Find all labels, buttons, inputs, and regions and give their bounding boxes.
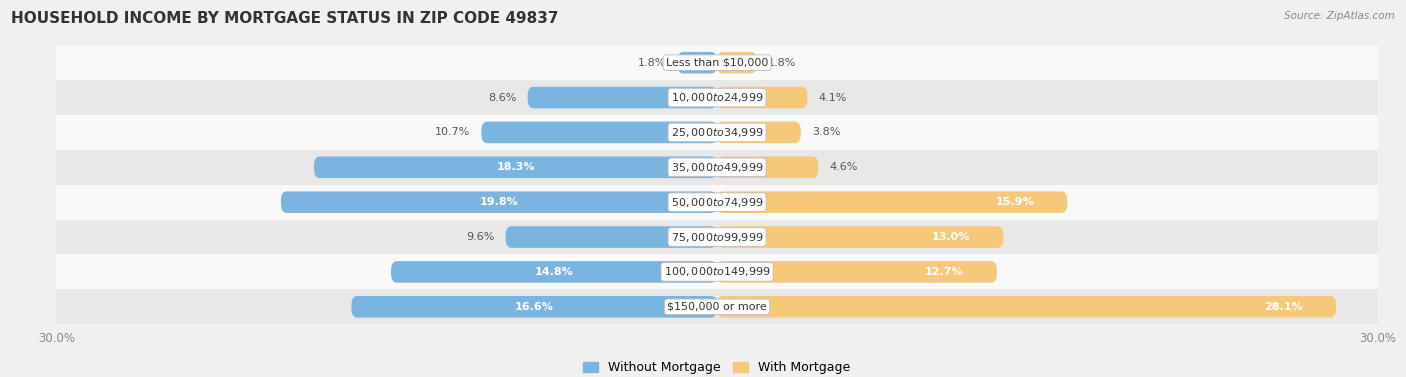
Text: 3.8%: 3.8% — [811, 127, 841, 138]
FancyBboxPatch shape — [717, 87, 807, 108]
FancyBboxPatch shape — [717, 122, 801, 143]
FancyBboxPatch shape — [506, 226, 717, 248]
Text: Source: ZipAtlas.com: Source: ZipAtlas.com — [1284, 11, 1395, 21]
Text: 15.9%: 15.9% — [995, 197, 1035, 207]
FancyBboxPatch shape — [678, 52, 717, 74]
Text: $150,000 or more: $150,000 or more — [668, 302, 766, 312]
Bar — [56, 290, 1378, 324]
FancyBboxPatch shape — [717, 156, 818, 178]
FancyBboxPatch shape — [717, 192, 1067, 213]
Text: 9.6%: 9.6% — [467, 232, 495, 242]
Bar — [56, 185, 1378, 219]
Text: 10.7%: 10.7% — [434, 127, 471, 138]
Text: $75,000 to $99,999: $75,000 to $99,999 — [671, 231, 763, 244]
FancyBboxPatch shape — [314, 156, 717, 178]
Text: HOUSEHOLD INCOME BY MORTGAGE STATUS IN ZIP CODE 49837: HOUSEHOLD INCOME BY MORTGAGE STATUS IN Z… — [11, 11, 558, 26]
FancyBboxPatch shape — [717, 52, 756, 74]
Text: 16.6%: 16.6% — [515, 302, 554, 312]
Legend: Without Mortgage, With Mortgage: Without Mortgage, With Mortgage — [578, 356, 856, 377]
Text: 8.6%: 8.6% — [488, 92, 516, 103]
FancyBboxPatch shape — [352, 296, 717, 317]
Bar — [56, 80, 1378, 115]
Text: 18.3%: 18.3% — [496, 162, 534, 172]
Text: 13.0%: 13.0% — [932, 232, 970, 242]
Text: $100,000 to $149,999: $100,000 to $149,999 — [664, 265, 770, 278]
FancyBboxPatch shape — [527, 87, 717, 108]
Text: 19.8%: 19.8% — [479, 197, 519, 207]
Text: 1.8%: 1.8% — [638, 58, 666, 68]
Text: $10,000 to $24,999: $10,000 to $24,999 — [671, 91, 763, 104]
FancyBboxPatch shape — [717, 261, 997, 283]
Bar — [56, 150, 1378, 185]
Text: 4.1%: 4.1% — [818, 92, 846, 103]
Text: $50,000 to $74,999: $50,000 to $74,999 — [671, 196, 763, 208]
Text: 12.7%: 12.7% — [925, 267, 963, 277]
FancyBboxPatch shape — [281, 192, 717, 213]
Bar — [56, 254, 1378, 290]
Text: $25,000 to $34,999: $25,000 to $34,999 — [671, 126, 763, 139]
Bar — [56, 219, 1378, 254]
Bar — [56, 115, 1378, 150]
Bar — [56, 45, 1378, 80]
FancyBboxPatch shape — [717, 226, 1004, 248]
Text: 28.1%: 28.1% — [1264, 302, 1303, 312]
Text: $35,000 to $49,999: $35,000 to $49,999 — [671, 161, 763, 174]
Text: Less than $10,000: Less than $10,000 — [666, 58, 768, 68]
Text: 1.8%: 1.8% — [768, 58, 796, 68]
FancyBboxPatch shape — [481, 122, 717, 143]
Text: 14.8%: 14.8% — [534, 267, 574, 277]
FancyBboxPatch shape — [717, 296, 1336, 317]
Text: 4.6%: 4.6% — [830, 162, 858, 172]
FancyBboxPatch shape — [391, 261, 717, 283]
